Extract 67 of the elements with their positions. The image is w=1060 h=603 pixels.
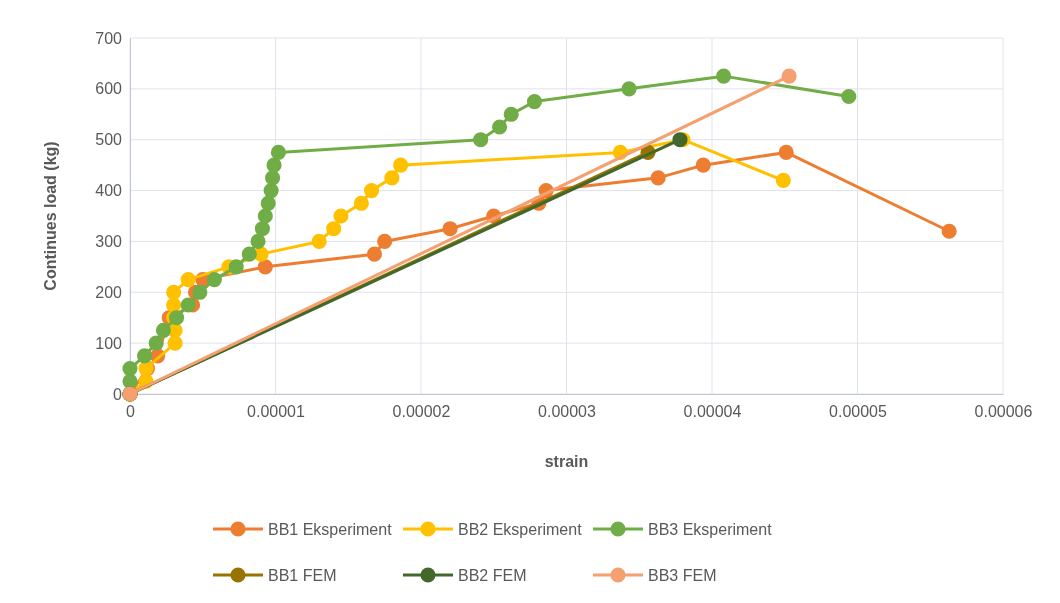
point: [167, 335, 183, 351]
point: [266, 157, 282, 173]
y-tick-label: 600: [95, 80, 123, 98]
y-tick-label: 400: [95, 182, 123, 200]
legend-label: BB2 FEM: [458, 567, 527, 584]
point: [775, 172, 791, 188]
point: [206, 272, 222, 288]
point: [384, 170, 400, 186]
x-tick-label: 0.00006: [974, 403, 1033, 421]
point: [265, 170, 281, 186]
y-tick-label: 0: [113, 385, 123, 403]
point: [841, 88, 857, 105]
point: [377, 233, 393, 249]
y-axis-title: Continues load (kg): [42, 141, 59, 291]
y-tick-label: 300: [95, 233, 123, 251]
legend-label: BB1 FEM: [268, 567, 337, 584]
point: [393, 157, 409, 173]
x-tick-label: 0.00005: [829, 403, 888, 421]
legend-label: BB3 FEM: [648, 567, 717, 584]
point: [122, 361, 138, 377]
y-tick-label: 200: [95, 283, 123, 301]
y-tick-label: 500: [95, 131, 123, 149]
point: [311, 233, 327, 249]
x-tick-label: 0.00001: [247, 403, 306, 421]
point: [228, 259, 244, 275]
point: [366, 246, 383, 262]
point: [333, 208, 349, 224]
legend-label: BB3 Eksperiment: [648, 521, 773, 538]
point: [241, 246, 257, 262]
point: [781, 68, 797, 84]
x-tick-label: 0.00003: [538, 403, 597, 421]
legend-label: BB1 Eksperiment: [268, 521, 393, 538]
point: [716, 68, 732, 84]
point: [442, 221, 458, 237]
x-tick-label: 0.00002: [392, 403, 451, 421]
point: [257, 259, 273, 275]
point: [270, 144, 286, 160]
point: [254, 221, 270, 237]
point: [180, 297, 196, 313]
point: [650, 170, 666, 186]
point: [250, 233, 266, 249]
point: [180, 272, 196, 288]
y-tick-label: 100: [95, 334, 123, 352]
point: [263, 183, 279, 199]
point: [941, 223, 957, 239]
point: [155, 322, 172, 338]
point: [192, 284, 208, 300]
point: [363, 183, 380, 199]
point: [260, 195, 276, 211]
y-tick-label: 700: [95, 29, 123, 47]
point: [778, 144, 794, 160]
x-tick-label: 0: [126, 403, 136, 421]
point: [148, 335, 164, 351]
point: [526, 94, 543, 110]
point: [326, 221, 342, 237]
legend-label: BB2 Eksperiment: [458, 521, 583, 538]
x-tick-label: 0.00004: [683, 403, 742, 421]
point: [503, 106, 519, 122]
point: [166, 284, 182, 300]
point: [473, 132, 489, 148]
point: [695, 157, 711, 173]
point: [257, 208, 273, 224]
point: [621, 81, 637, 97]
point: [492, 119, 508, 135]
point: [353, 195, 369, 211]
point: [136, 348, 153, 364]
x-axis-title: strain: [544, 453, 589, 470]
